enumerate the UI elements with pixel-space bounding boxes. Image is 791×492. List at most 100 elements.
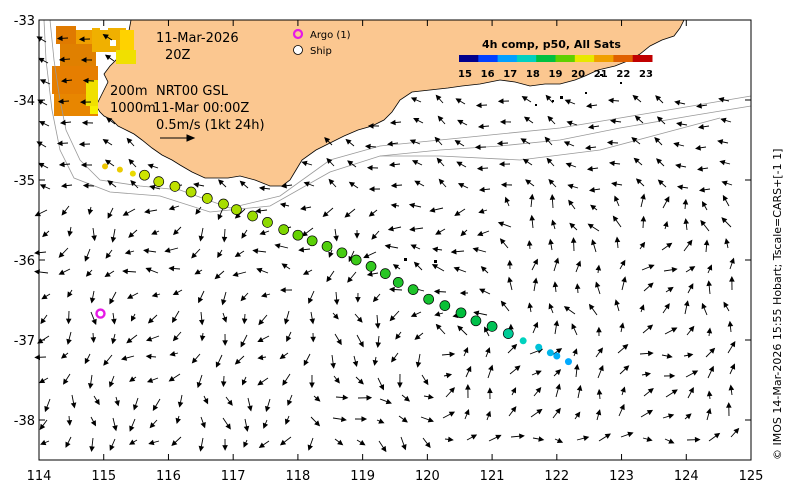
current-vector-head: [112, 425, 118, 432]
current-vector-head: [107, 180, 114, 186]
current-vector-head: [457, 183, 465, 189]
current-vector-head: [102, 34, 109, 40]
current-vector-head: [596, 388, 603, 395]
current-vector-head: [526, 240, 533, 246]
current-vector-head: [395, 333, 401, 340]
ship-track-point: [129, 170, 136, 177]
current-vector-head: [587, 223, 594, 230]
y-tick-label: -36: [14, 254, 35, 269]
current-vector-head: [563, 141, 571, 147]
current-vector-head: [590, 204, 597, 211]
x-tick-label: 118: [285, 469, 310, 484]
current-vector-head: [564, 99, 571, 105]
current-vector-head: [298, 246, 305, 253]
current-vector-head: [595, 264, 602, 271]
current-vector-head: [175, 417, 181, 424]
current-vector-head: [574, 283, 581, 290]
current-vector-head: [366, 394, 373, 401]
current-vector-head: [520, 138, 527, 144]
ship-track-point: [153, 176, 165, 187]
current-vector-head: [566, 120, 573, 126]
plot-border: [38, 19, 752, 461]
date-label: 11-Mar-2026: [156, 31, 239, 46]
current-vector-head: [623, 365, 630, 372]
current-vector-head: [598, 364, 604, 372]
current-vector-head: [675, 163, 682, 169]
current-vector-head: [388, 161, 395, 168]
current-vector-head: [78, 141, 85, 148]
current-vector-head: [633, 157, 640, 164]
current-vector-head: [256, 267, 263, 274]
current-vector-head: [434, 311, 441, 317]
current-vector-head: [366, 271, 373, 277]
current-vector-head: [449, 387, 455, 394]
current-vector-head: [79, 99, 86, 105]
ship-track-point: [553, 352, 561, 360]
current-vector-head: [435, 229, 442, 235]
current-vector-head: [314, 395, 321, 402]
current-vector-head: [147, 317, 154, 324]
product-label: NRT00 GSL: [156, 84, 229, 99]
ship-track-point: [502, 328, 514, 339]
current-vector-head: [614, 195, 620, 202]
current-vector-head: [221, 316, 228, 323]
current-vector-head: [66, 420, 73, 426]
current-vector-head: [281, 263, 288, 269]
current-vector-head: [301, 160, 308, 167]
current-vector-head: [529, 214, 536, 221]
current-vector-head: [480, 266, 487, 273]
current-vector-head: [326, 157, 333, 164]
current-vector-head: [476, 165, 483, 172]
current-vector-head: [149, 184, 156, 191]
current-vector-head: [257, 354, 264, 361]
current-vector-head: [172, 335, 179, 342]
current-vector-head: [145, 336, 153, 342]
current-vector-head: [66, 338, 72, 345]
current-vector-head: [664, 303, 670, 310]
credit-text: © IMOS 14-Mar-2026 15:55 Hobart; Tscale=…: [771, 149, 784, 460]
current-vector-head: [639, 241, 646, 248]
colorbar-segment: [574, 55, 595, 62]
current-vector-head: [728, 384, 735, 391]
current-vector-head: [234, 251, 241, 258]
current-vector-head: [708, 365, 714, 373]
current-vector-head: [126, 337, 133, 344]
current-vector-head: [375, 342, 382, 349]
current-vector-head: [80, 57, 87, 63]
current-vector-head: [457, 325, 464, 332]
current-vector-head: [427, 394, 434, 400]
current-vector-head: [729, 275, 735, 282]
current-vector-head: [510, 406, 517, 413]
colorbar-segment: [478, 55, 499, 62]
current-vector-head: [168, 376, 175, 382]
current-vector-head: [367, 123, 374, 129]
ship-track-point: [139, 169, 150, 181]
ship-track-point: [185, 186, 197, 198]
current-vector-head: [378, 418, 385, 424]
current-vector-head: [620, 386, 626, 393]
current-vector-head: [410, 97, 418, 103]
current-vector-head: [553, 320, 560, 327]
current-vector-head: [334, 377, 340, 384]
ship-track-point: [201, 193, 213, 204]
current-vector-head: [647, 324, 654, 331]
current-vector-head: [432, 246, 439, 253]
current-vector-head: [721, 180, 728, 186]
current-vector-head: [648, 264, 655, 270]
current-vector-head: [232, 271, 239, 277]
current-vector-head: [555, 369, 562, 376]
current-vector-head: [104, 54, 112, 61]
current-vector-head: [632, 94, 639, 101]
current-vector-head: [700, 219, 707, 227]
current-vector-head: [240, 295, 247, 302]
current-vector-head: [357, 378, 364, 385]
current-vector-head: [247, 405, 253, 412]
current-vector-head: [203, 398, 209, 405]
current-vector-head: [130, 315, 137, 322]
current-vector-head: [198, 297, 204, 304]
current-vector-head: [397, 382, 403, 389]
current-vector-head: [322, 211, 329, 218]
ship-track-point: [564, 358, 572, 366]
current-vector-head: [108, 381, 115, 388]
current-vector-head: [497, 98, 504, 104]
